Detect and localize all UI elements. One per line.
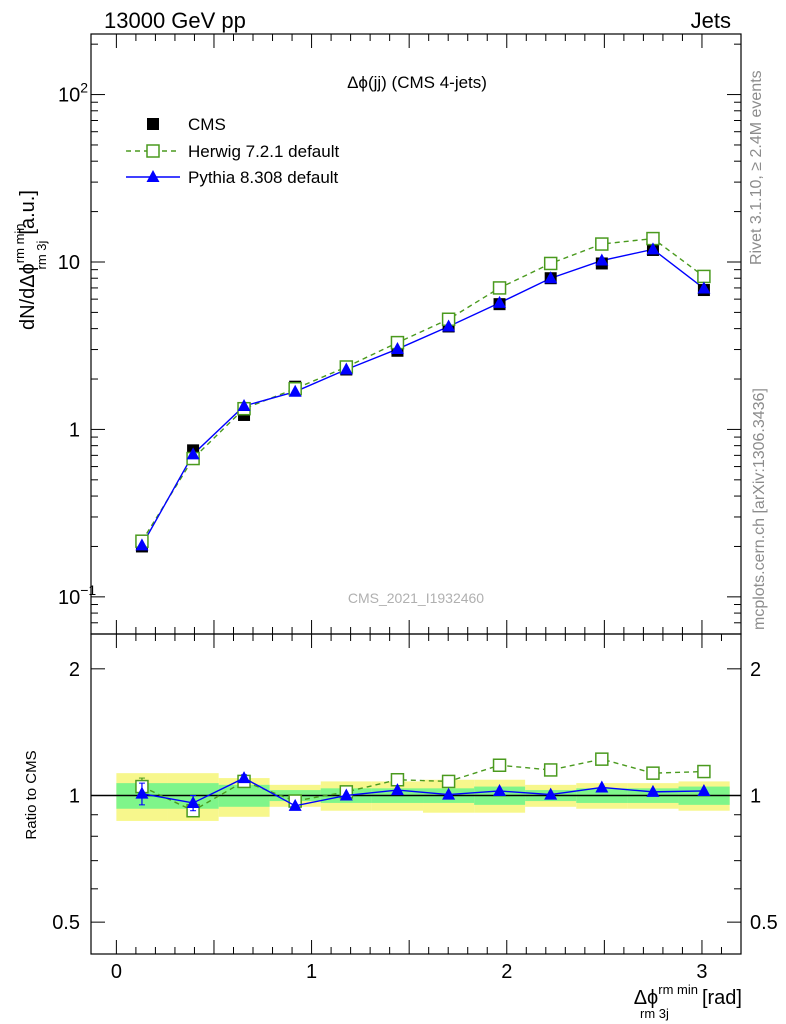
legend: CMS Herwig 7.2.1 default Pythia 8.308 defa…: [126, 115, 339, 187]
x-axis-label: Δϕrm min [rad] rm 3j: [634, 982, 742, 1021]
main-axes: 10−1 1 10 102: [58, 34, 741, 635]
ratio-y-axis-label: Ratio to CMS: [23, 750, 40, 839]
analysis-watermark: CMS_2021_I1932460: [348, 590, 484, 606]
herwig-ratio-point: [543, 763, 558, 777]
main-y-tick-label: 102: [58, 80, 88, 107]
ratio-y-tick-label: 1: [69, 785, 80, 807]
pythia-ratio-point: [544, 787, 558, 800]
main-series-group: [135, 231, 711, 553]
pythia-ratio-point: [646, 784, 660, 797]
chart-title: Δϕ(jj) (CMS 4-jets): [347, 73, 487, 92]
header-left-label: 13000 GeV pp: [104, 8, 246, 33]
pythia-point: [186, 447, 200, 460]
pythia-point: [697, 281, 711, 294]
pythia-ratio-point: [339, 788, 353, 801]
x-tick-label: 1: [306, 961, 317, 983]
pythia-ratio-point: [697, 783, 711, 796]
herwig-point: [492, 281, 507, 295]
legend-label-2: Pythia 8.308 default: [188, 168, 339, 187]
main-y-axis-label: dN/dΔϕrm min rm 3j[a.u.]: [12, 190, 49, 330]
ratio-y-tick-label: 0.5: [52, 912, 80, 934]
ratio-line-1: [141, 777, 704, 807]
svg-text:Δϕrm min[rad]: Δϕrm min [rad]: [634, 982, 742, 1009]
pythia-point: [442, 319, 456, 332]
herwig-point: [595, 237, 609, 251]
ratio-y-tick-label: 2: [69, 659, 80, 681]
herwig-point: [543, 256, 558, 271]
pythia-ratio-point: [390, 783, 404, 796]
legend-marker-herwig: [146, 144, 160, 158]
ratio-y-tick-label-right: 1: [750, 785, 761, 807]
pythia-point: [135, 538, 149, 551]
svg-text:rm 3j: rm 3j: [640, 1006, 669, 1021]
pythia-point: [237, 399, 251, 412]
pythia-ratio-point: [442, 787, 456, 800]
header-right-label: Jets: [691, 8, 731, 33]
herwig-ratio-point: [646, 766, 660, 780]
ratio-line-0: [141, 758, 704, 812]
pythia-point: [646, 242, 660, 255]
pythia-point: [288, 384, 302, 397]
pythia-ratio-point: [288, 798, 302, 811]
pythia-ratio-point: [186, 795, 200, 808]
legend-label-0: CMS: [188, 115, 226, 134]
ratio-plot-frame: [90, 633, 742, 955]
pythia-point: [390, 342, 404, 355]
main-y-tick-label: 1: [69, 419, 80, 441]
main-y-tick-label: 10: [58, 252, 80, 274]
rivet-version-label: Rivet 3.1.10, ≥ 2.4M events: [748, 70, 765, 265]
legend-marker-cms: [147, 118, 159, 130]
legend-label-1: Herwig 7.2.1 default: [188, 142, 339, 161]
x-tick-label: 0: [111, 961, 122, 983]
pythia-ratio-point: [595, 780, 609, 793]
pythia-point: [544, 271, 558, 284]
herwig-ratio-point: [441, 774, 456, 789]
series-line-1: [141, 237, 705, 542]
pythia-point: [339, 362, 353, 375]
pythia-ratio-point: [493, 783, 507, 796]
x-tick-label: 2: [501, 961, 512, 983]
ratio-y-tick-label-right: 2: [750, 659, 761, 681]
pythia-point: [493, 295, 507, 308]
pythia-ratio-point: [135, 786, 149, 799]
legend-marker-pythia: [146, 170, 160, 182]
ratio-y-tick-label-right: 0.5: [750, 912, 778, 934]
ratio-axes: 0.5 0.5 1 1 2 2 0 1 2 3: [52, 634, 778, 983]
herwig-point: [697, 269, 711, 284]
herwig-ratio-point: [492, 758, 507, 772]
ratio-series-group: [135, 752, 711, 818]
mcplots-label: mcplots.cern.ch [arXiv:1306.3436]: [751, 388, 768, 630]
main-y-tick-label: 10−1: [58, 582, 96, 609]
series-line-2: [141, 248, 705, 546]
herwig-ratio-point: [595, 752, 609, 766]
pythia-point: [595, 253, 609, 266]
herwig-ratio-point: [697, 764, 711, 779]
x-tick-label: 3: [696, 961, 707, 983]
pythia-ratio-point: [237, 771, 251, 784]
